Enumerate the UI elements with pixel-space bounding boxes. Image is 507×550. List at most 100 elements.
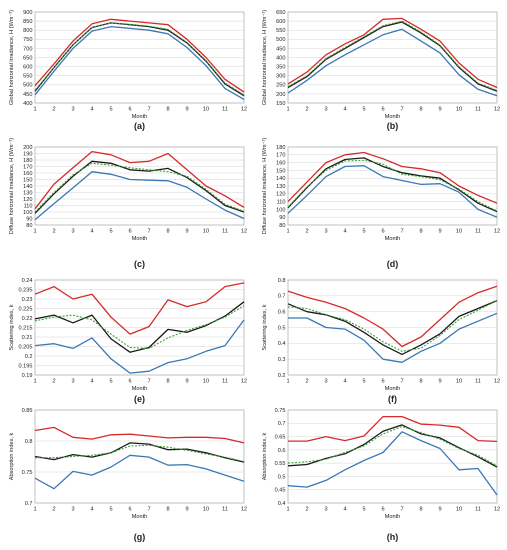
- x-axis-label: Month: [385, 236, 401, 242]
- x-tick-label: 2: [305, 107, 308, 113]
- x-tick-label: 9: [438, 107, 441, 113]
- y-tick-label: 0.8: [278, 278, 286, 284]
- x-tick-label: 5: [109, 107, 112, 113]
- x-tick-label: 3: [71, 507, 74, 513]
- x-tick-label: 1: [286, 229, 289, 235]
- x-tick-label: 5: [362, 379, 365, 385]
- series-line-blue: [287, 431, 498, 496]
- y-axis-label: Absorption index, k: [262, 433, 268, 481]
- y-tick-label: 0.225: [19, 306, 33, 312]
- x-tick-label: 11: [475, 379, 481, 385]
- x-axis-label: Month: [132, 236, 148, 242]
- x-axis-label: Month: [385, 386, 401, 392]
- y-tick-label: 0.215: [19, 325, 33, 331]
- series-line-green: [287, 300, 498, 352]
- x-tick-label: 5: [362, 507, 365, 513]
- series-line-black: [34, 442, 245, 463]
- y-tick-label: 0.235: [19, 287, 33, 293]
- x-tick-label: 5: [362, 107, 365, 113]
- series-line-green: [34, 305, 245, 349]
- x-tick-label: 9: [438, 507, 441, 513]
- x-tick-label: 5: [362, 229, 365, 235]
- y-tick-label: 120: [276, 192, 285, 198]
- series-line-green: [34, 22, 245, 96]
- panel-label: (h): [387, 532, 399, 542]
- series-line-blue: [34, 171, 245, 221]
- y-axis-label: Scattering index, k: [9, 304, 15, 350]
- x-tick-label: 6: [128, 229, 131, 235]
- y-tick-label: 200: [276, 92, 285, 98]
- x-tick-label: 3: [71, 379, 74, 385]
- x-tick-label: 7: [147, 507, 150, 513]
- series-line-black: [34, 160, 245, 214]
- y-tick-label: 500: [276, 37, 285, 43]
- y-tick-label: 0.24: [22, 278, 33, 284]
- x-tick-label: 1: [286, 107, 289, 113]
- x-tick-label: 11: [222, 507, 228, 513]
- x-tick-label: 3: [71, 107, 74, 113]
- panel-label: (e): [134, 394, 145, 404]
- x-axis-label: Month: [132, 514, 148, 520]
- y-tick-label: 0.4: [278, 341, 286, 347]
- series-line-blue: [287, 165, 498, 218]
- y-axis-label: Scattering index, k: [262, 304, 268, 350]
- y-tick-label: 90: [26, 216, 32, 222]
- x-tick-label: 1: [33, 229, 36, 235]
- x-tick-label: 10: [456, 379, 462, 385]
- x-tick-label: 5: [109, 379, 112, 385]
- x-tick-label: 4: [90, 379, 93, 385]
- x-tick-label: 11: [475, 229, 481, 235]
- x-tick-label: 8: [166, 107, 169, 113]
- x-tick-label: 2: [52, 229, 55, 235]
- y-tick-label: 300: [276, 74, 285, 80]
- series-line-red: [287, 151, 498, 204]
- x-tick-label: 3: [324, 507, 327, 513]
- x-tick-label: 10: [203, 229, 209, 235]
- y-tick-label: 0.5: [278, 474, 286, 480]
- x-tick-label: 10: [456, 229, 462, 235]
- x-tick-label: 12: [494, 507, 500, 513]
- x-tick-label: 6: [128, 107, 131, 113]
- x-tick-label: 4: [90, 507, 93, 513]
- y-tick-label: 600: [23, 65, 32, 71]
- y-tick-label: 0.8: [25, 439, 33, 445]
- x-tick-label: 8: [419, 229, 422, 235]
- y-tick-label: 80: [279, 223, 285, 229]
- y-tick-label: 0.45: [275, 488, 286, 494]
- y-tick-label: 350: [276, 65, 285, 71]
- y-tick-label: 130: [23, 190, 32, 196]
- x-tick-label: 11: [475, 507, 481, 513]
- y-tick-label: 180: [23, 158, 32, 164]
- series-line-red: [288, 415, 498, 443]
- x-tick-label: 3: [71, 229, 74, 235]
- x-tick-label: 1: [33, 107, 36, 113]
- y-tick-label: 850: [23, 19, 32, 25]
- y-tick-label: 250: [276, 83, 285, 89]
- y-tick-label: 450: [23, 92, 32, 98]
- y-tick-label: 0.195: [19, 363, 33, 369]
- y-tick-label: 0.6: [278, 448, 286, 454]
- x-tick-label: 8: [419, 379, 422, 385]
- series-line-red: [287, 285, 498, 348]
- x-tick-label: 3: [324, 107, 327, 113]
- plot-frame: [287, 409, 498, 504]
- x-tick-label: 7: [400, 507, 403, 513]
- y-tick-label: 600: [276, 19, 285, 25]
- x-tick-label: 1: [33, 379, 36, 385]
- x-tick-label: 4: [343, 107, 346, 113]
- series-line-red: [287, 17, 498, 89]
- x-axis-label: Month: [132, 386, 148, 392]
- chart-panel: 0.20.30.40.50.60.70.81 2 3 4 5 6 7 8 9 10 11 12Mont…: [262, 278, 500, 404]
- y-tick-label: 110: [277, 200, 286, 206]
- y-tick-label: 150: [276, 168, 285, 174]
- series-line-green: [287, 425, 498, 467]
- y-tick-label: 0.7: [25, 501, 33, 507]
- x-tick-label: 6: [381, 379, 384, 385]
- y-tick-label: 400: [276, 55, 285, 61]
- x-tick-label: 12: [494, 379, 500, 385]
- x-tick-label: 4: [343, 507, 346, 513]
- x-tick-label: 10: [203, 107, 209, 113]
